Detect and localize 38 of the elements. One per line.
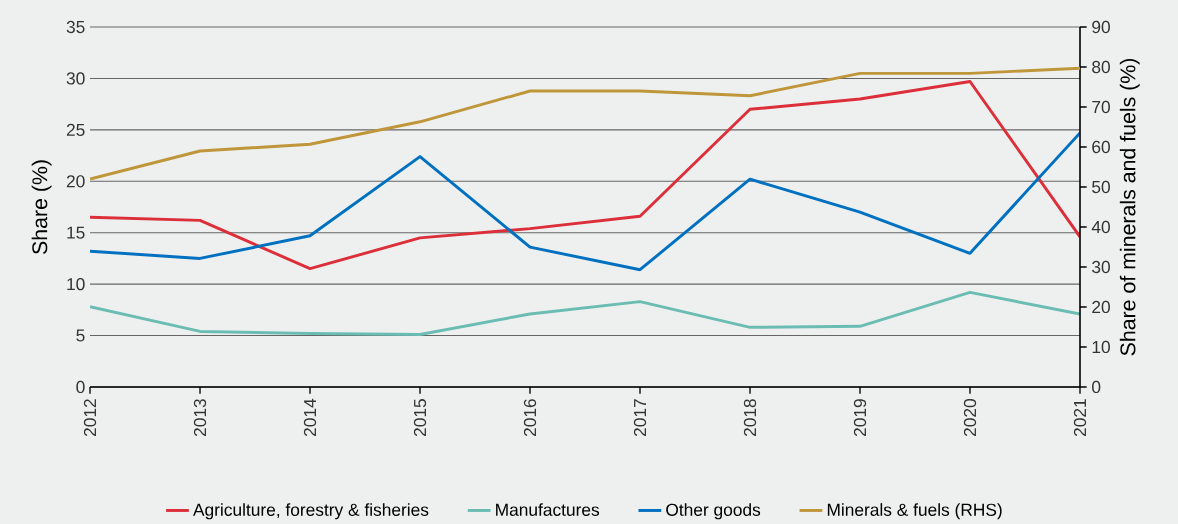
y2-tick-label: 50 bbox=[1092, 180, 1110, 194]
y-tick-label: 35 bbox=[66, 20, 85, 34]
x-tick-label: 2019 bbox=[853, 399, 867, 437]
x-tick-label: 2016 bbox=[523, 399, 537, 437]
line-series bbox=[90, 66, 1080, 181]
y2-tick-label: 70 bbox=[1092, 100, 1110, 114]
y-tick-label: 20 bbox=[66, 175, 85, 188]
y-tick-label: 0 bbox=[76, 380, 85, 394]
x-tick-label: 2018 bbox=[743, 399, 757, 437]
x-tick-label: 2017 bbox=[633, 399, 647, 437]
y2-tick-label: 40 bbox=[1091, 220, 1110, 234]
y2-axis-title: Share of minerals and fuels (%) bbox=[1119, 58, 1140, 356]
x-tick-label: 2021 bbox=[1073, 399, 1087, 437]
legend-label: Minerals & fuels (RHS) bbox=[827, 503, 1002, 520]
legend-label: Agriculture, forestry & fisheries bbox=[193, 503, 429, 520]
line-series bbox=[90, 290, 1080, 336]
x-tick-label: 2013 bbox=[193, 399, 207, 437]
x-tick-label: 2012 bbox=[83, 399, 97, 437]
legend-label: Manufactures bbox=[496, 503, 600, 516]
y-axis-title: Share (%) bbox=[31, 160, 52, 255]
y2-tick-label: 90 bbox=[1092, 20, 1110, 34]
y2-tick-label: 0 bbox=[1092, 380, 1101, 394]
y2-tick-label: 20 bbox=[1092, 300, 1110, 314]
legend-label: Other goods bbox=[666, 503, 761, 520]
line-series bbox=[90, 131, 1080, 272]
y-tick-label: 25 bbox=[66, 123, 85, 136]
y2-tick-label: 10 bbox=[1092, 340, 1110, 354]
y-tick-label: 30 bbox=[66, 72, 85, 85]
y2-tick-label: 30 bbox=[1092, 260, 1110, 274]
y2-tick-label: 60 bbox=[1092, 140, 1110, 154]
x-tick-label: 2020 bbox=[963, 399, 977, 437]
x-tick-label: 2014 bbox=[303, 398, 317, 437]
y-tick-label: 10 bbox=[67, 277, 85, 291]
y-tick-label: 15 bbox=[67, 226, 85, 239]
x-tick-label: 2015 bbox=[413, 399, 427, 437]
y-tick-label: 5 bbox=[76, 329, 85, 342]
line-series bbox=[90, 80, 1080, 271]
y2-tick-label: 80 bbox=[1092, 60, 1110, 74]
